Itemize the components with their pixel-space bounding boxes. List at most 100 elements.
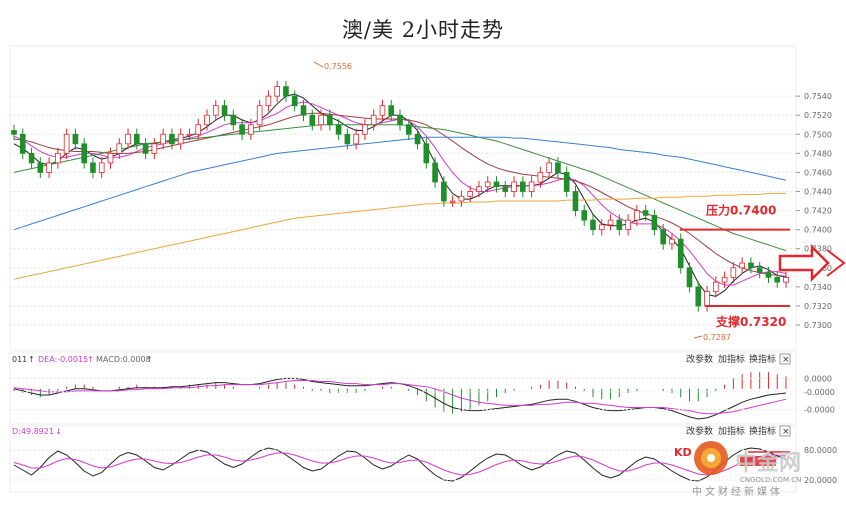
candle-body xyxy=(116,143,123,154)
candle-body xyxy=(441,181,447,202)
kdj-panel xyxy=(9,425,797,493)
close-box[interactable] xyxy=(779,353,791,365)
candle-body xyxy=(616,219,623,231)
candle-body xyxy=(81,143,87,164)
swap-indicator-button[interactable]: 换指标 xyxy=(749,353,776,365)
candle-body xyxy=(414,133,421,145)
candle-body xyxy=(90,162,96,173)
candle-body xyxy=(291,95,298,107)
ma-line-5 xyxy=(13,192,786,280)
kdj-change-params-button[interactable]: 改参数 xyxy=(686,425,713,437)
candle-body xyxy=(730,267,737,278)
candle-body xyxy=(318,114,324,126)
macd-dif-prefix: 011 xyxy=(12,355,27,364)
macd-dif-line xyxy=(13,377,787,420)
trend-arrow-tip-icon xyxy=(826,249,846,277)
candle-body xyxy=(125,133,131,145)
candle-body xyxy=(695,286,702,307)
candle-body xyxy=(300,105,307,116)
price-panel xyxy=(9,45,797,351)
kdj-add-indicator-button[interactable]: 加指标 xyxy=(718,425,745,437)
candle-body xyxy=(783,276,789,283)
candle-body xyxy=(239,124,245,135)
candle-body xyxy=(151,143,158,154)
candle-body xyxy=(19,133,26,154)
candle-body xyxy=(11,130,17,135)
candle-body xyxy=(362,124,368,135)
candle-body xyxy=(107,152,114,164)
candle-body xyxy=(572,191,579,211)
kdj-swap-indicator-button[interactable]: 换指标 xyxy=(749,425,776,437)
candle-body xyxy=(563,172,570,192)
candle-body xyxy=(756,267,763,273)
watermark-tagline: 中文财经新媒体 xyxy=(692,485,783,498)
price-tick-label: 0.7520 xyxy=(804,111,832,120)
kdj-d-line xyxy=(13,452,787,476)
candle-body xyxy=(248,124,254,135)
candle-body xyxy=(230,114,237,126)
candle-body xyxy=(484,181,491,188)
candle-body xyxy=(677,238,684,269)
kdj-down-arrow-icon: ↓ xyxy=(55,427,62,436)
low-price-label: 0.7287 xyxy=(703,333,731,342)
macd-tick-label: 0.0000 xyxy=(804,374,832,383)
candle-body xyxy=(405,124,412,135)
candle-body xyxy=(186,133,193,136)
change-params-button[interactable]: 改参数 xyxy=(686,353,713,365)
macd-value-label: MACD:0.0008 xyxy=(96,355,151,364)
candle-body xyxy=(748,262,754,269)
candle-body xyxy=(467,191,473,197)
price-tick-label: 0.7420 xyxy=(804,207,832,216)
candle-body xyxy=(388,105,395,116)
candle-body xyxy=(160,133,166,145)
watermark-site: CNGOLD.COM.CN xyxy=(740,476,801,484)
price-tick-label: 0.7320 xyxy=(804,302,832,311)
candle-body xyxy=(265,95,272,107)
high-price-label: 0.7556 xyxy=(324,62,352,71)
high-arrow-icon xyxy=(313,61,324,68)
price-tick-label: 0.7300 xyxy=(804,321,832,330)
close-icon[interactable]: × xyxy=(782,355,790,365)
dea-up-arrow-icon: ↑ xyxy=(87,355,94,364)
kdj-overlay-bar xyxy=(740,456,776,466)
kdj-close-box[interactable] xyxy=(779,425,791,437)
candle-body xyxy=(704,291,710,307)
cngold-logo: 中金网 CNGOLD.COM.CN 中文财经新媒体 xyxy=(692,441,801,498)
candle-body xyxy=(274,86,280,97)
candle-body xyxy=(379,105,386,116)
chart-title: 澳/美 2小时走势 xyxy=(341,18,505,42)
macd-tick-label: -0.0000 xyxy=(804,388,835,397)
kdj-overlay-label: KD xyxy=(674,446,692,459)
candle-body xyxy=(721,276,728,283)
kdj-close-icon[interactable]: × xyxy=(782,427,790,437)
macd-dea-line xyxy=(13,380,787,415)
macd-tick-label: -0.0000 xyxy=(804,406,835,415)
candle-body xyxy=(634,210,640,221)
candle-body xyxy=(142,143,149,154)
candle-body xyxy=(37,162,44,173)
candle-body xyxy=(423,143,430,164)
add-indicator-button[interactable]: 加指标 xyxy=(718,353,745,365)
candle-body xyxy=(669,238,675,245)
price-tick-label: 0.7380 xyxy=(804,245,832,254)
price-tick-label: 0.7400 xyxy=(804,226,832,235)
resistance-label: 压力0.7400 xyxy=(706,203,776,218)
candle-body xyxy=(177,133,184,145)
price-tick-label: 0.7340 xyxy=(804,283,832,292)
ma-line-4 xyxy=(13,136,787,231)
candle-body xyxy=(134,133,140,145)
candle-body xyxy=(625,219,631,231)
kdj-d-label: D:49.8921 xyxy=(12,427,54,436)
candle-body xyxy=(502,186,509,192)
price-tick-label: 0.7500 xyxy=(804,130,832,139)
candle-body xyxy=(765,272,772,278)
candle-body xyxy=(432,162,438,183)
candle-body xyxy=(212,105,219,116)
candle-body xyxy=(660,229,666,245)
support-label: 支撑0.7320 xyxy=(715,314,786,329)
candle-body xyxy=(72,133,79,145)
candle-body xyxy=(370,114,377,126)
macd-panel xyxy=(9,351,797,425)
kdj-tick-label: 80.0000 xyxy=(804,446,837,455)
